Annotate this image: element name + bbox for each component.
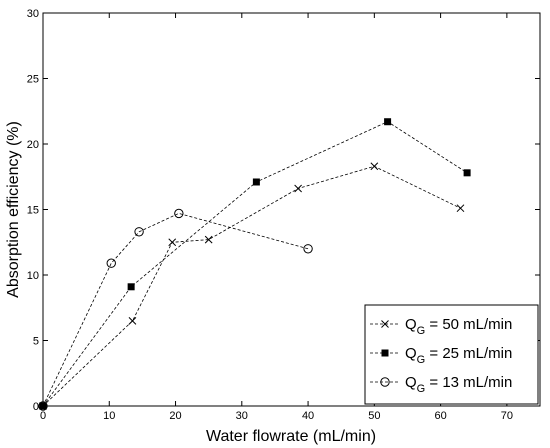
x-tick-label: 50 — [368, 410, 380, 422]
x-tick-label: 20 — [169, 410, 181, 422]
data-point-square — [463, 169, 471, 177]
data-point-circle — [303, 244, 313, 254]
data-point-cross — [294, 184, 302, 193]
x-tick-label: 60 — [434, 410, 446, 422]
data-point-square — [381, 349, 389, 357]
data-point-circle — [380, 377, 390, 387]
axis-ticks: 0 10 20 30 40 50 60 70 0 5 10 15 20 25 30 — [27, 8, 540, 422]
y-tick-label: 0 — [33, 401, 39, 413]
y-tick-label: 25 — [27, 74, 39, 86]
y-tick-label: 10 — [27, 270, 39, 282]
data-point-cross — [456, 204, 465, 213]
x-tick-label: 70 — [501, 410, 513, 422]
y-tick-label: 15 — [27, 205, 39, 217]
x-tick-label: 10 — [103, 410, 115, 422]
legend-entry: QG = 13 mL/min — [370, 374, 512, 395]
legend-label: QG = 50 mL/min — [405, 316, 512, 337]
legend-label: QG = 25 mL/min — [405, 345, 512, 366]
data-point-square — [384, 118, 392, 126]
series-layer — [38, 118, 471, 411]
legend-entry: QG = 50 mL/min — [370, 316, 512, 337]
data-point-circle — [134, 227, 144, 237]
x-axis-label: Water flowrate (mL/min) — [206, 428, 376, 445]
y-tick-label: 5 — [33, 336, 39, 348]
data-point-square — [252, 178, 260, 186]
data-point-circle — [174, 208, 184, 219]
legend: QG = 50 mL/min QG = 25 mL/min QG = 13 mL/m… — [364, 304, 539, 405]
x-tick-label: 30 — [236, 410, 248, 422]
x-tick-label: 40 — [302, 410, 314, 422]
series-line — [42, 212, 309, 407]
legend-label: QG = 13 mL/min — [405, 374, 512, 395]
y-tick-label: 20 — [27, 139, 39, 151]
data-point-square — [127, 283, 135, 291]
data-point-cross — [381, 320, 389, 328]
legend-entry: QG = 25 mL/min — [370, 345, 512, 366]
y-tick-label: 30 — [27, 8, 39, 20]
series-3 — [38, 208, 313, 411]
legend-box — [364, 304, 539, 405]
data-point-circle — [106, 258, 116, 268]
data-point-circle — [38, 401, 48, 411]
y-axis-label: Absorption efficiency (%) — [5, 121, 22, 298]
data-point-cross — [128, 316, 137, 325]
data-point-cross — [370, 162, 379, 171]
data-point-cross — [204, 235, 213, 244]
data-point-cross — [168, 238, 177, 247]
x-tick-label: 0 — [40, 410, 46, 422]
